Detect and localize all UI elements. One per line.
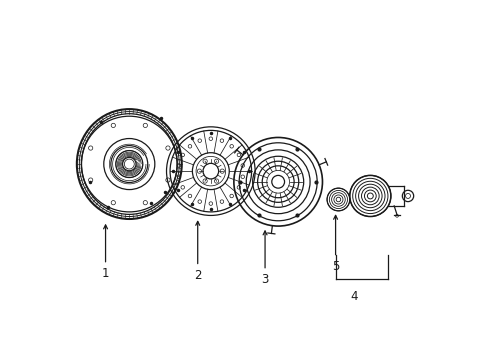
Text: 4: 4 <box>350 291 357 303</box>
Text: 3: 3 <box>261 231 268 287</box>
Text: 2: 2 <box>194 221 201 282</box>
Circle shape <box>124 159 134 169</box>
Text: 1: 1 <box>102 225 109 280</box>
Text: 5: 5 <box>331 215 339 273</box>
